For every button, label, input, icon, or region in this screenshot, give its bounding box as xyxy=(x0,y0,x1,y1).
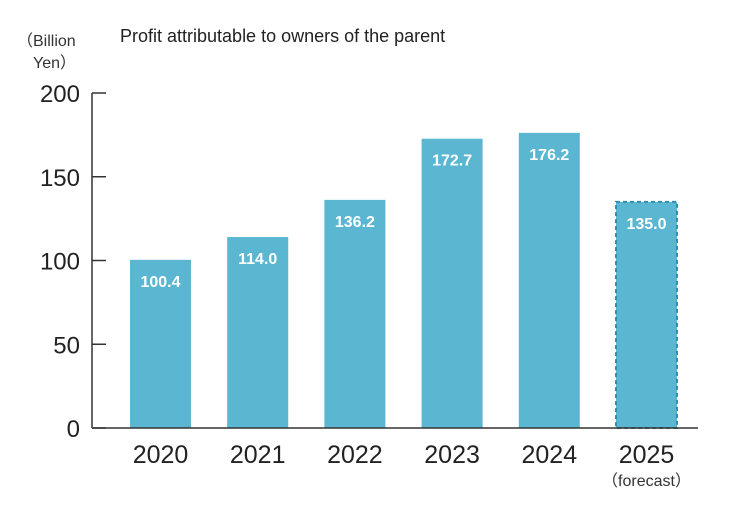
data-label-2023: 172.7 xyxy=(432,153,472,170)
data-label-2025: 135.0 xyxy=(626,216,666,233)
x-tick-label-2022: 2022 xyxy=(327,441,383,469)
y-tick-label: 100 xyxy=(40,249,80,276)
data-labels: 100.4 114.0 136.2 172.7 176.2 135.0 xyxy=(140,147,666,291)
y-tick-label: 50 xyxy=(53,332,80,359)
data-label-2022: 136.2 xyxy=(335,214,375,231)
bar-2023 xyxy=(421,138,483,429)
x-tick-note-2025: （forecast） xyxy=(602,472,691,490)
x-axis-ticks: 2020 2021 2022 2023 2024 2025 （forecast） xyxy=(133,441,691,490)
y-tick-label: 0 xyxy=(67,416,80,443)
data-label-2020: 100.4 xyxy=(140,274,180,291)
data-label-2024: 176.2 xyxy=(529,147,569,164)
bar-2021 xyxy=(227,237,289,428)
bar-2020 xyxy=(130,259,191,428)
bar-2024 xyxy=(518,132,580,429)
bars xyxy=(130,132,678,429)
data-label-2021: 114.0 xyxy=(238,251,277,268)
x-tick-label-2021: 2021 xyxy=(230,441,286,469)
chart-title: Profit attributable to owners of the par… xyxy=(120,26,445,46)
x-tick-label-2025: 2025 xyxy=(619,441,675,469)
y-tick-label: 150 xyxy=(40,165,80,192)
y-axis-ticks: 0 50 100 150 200 xyxy=(40,81,106,443)
bar-2022 xyxy=(324,199,386,428)
y-axis-unit-line2: Yen） xyxy=(33,54,76,72)
y-axis-unit-line1: （Billion xyxy=(17,32,76,50)
x-tick-label-2024: 2024 xyxy=(521,441,577,469)
x-tick-label-2023: 2023 xyxy=(424,441,480,469)
y-tick-label: 200 xyxy=(40,81,80,108)
bar-2025 xyxy=(615,200,678,429)
x-tick-label-2020: 2020 xyxy=(133,441,189,469)
